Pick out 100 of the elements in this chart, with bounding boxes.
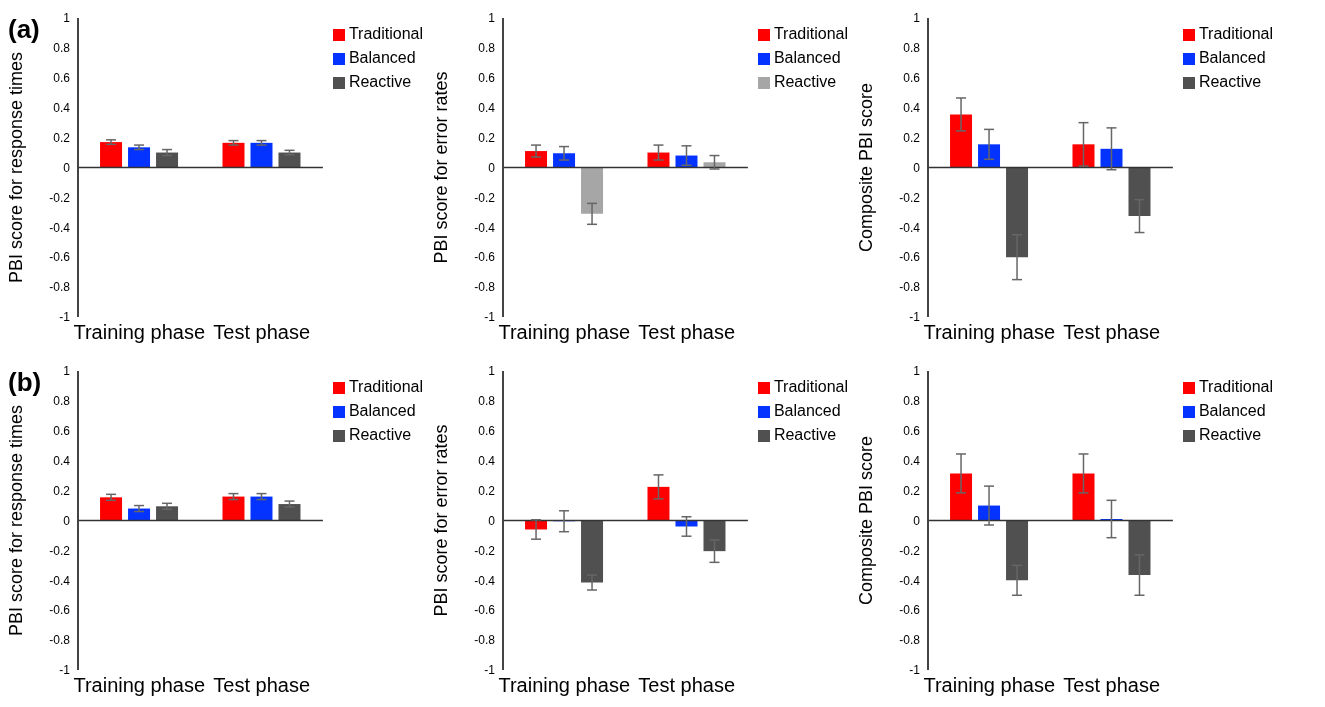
y-tick-label: 0 bbox=[488, 160, 496, 175]
legend-label: Reactive bbox=[348, 426, 412, 443]
y-tick-label: -0.2 bbox=[474, 190, 496, 205]
y-tick-label: -0.6 bbox=[899, 603, 921, 618]
y-tick-label: 1 bbox=[63, 364, 71, 379]
y-tick-label: 1 bbox=[488, 364, 496, 379]
y-tick-label: 0.8 bbox=[903, 41, 921, 56]
y-tick-label: 1 bbox=[913, 364, 921, 379]
y-tick-label: 0 bbox=[488, 513, 496, 528]
y-tick-label: -0.8 bbox=[899, 280, 921, 295]
y-tick-label: -0.2 bbox=[474, 543, 496, 558]
y-axis-title: PBI score for response times bbox=[6, 51, 27, 284]
y-tick-label: 0.2 bbox=[53, 130, 71, 145]
y-tick-label: -0.2 bbox=[49, 190, 71, 205]
legend-label: Balanced bbox=[1198, 402, 1266, 419]
y-tick-label: 0.6 bbox=[903, 424, 921, 439]
y-tick-label: -1 bbox=[59, 310, 71, 325]
y-tick-label: 0.2 bbox=[903, 483, 921, 498]
legend-label: Balanced bbox=[348, 402, 416, 419]
y-tick-label: 0.4 bbox=[903, 453, 921, 468]
legend-label: Balanced bbox=[1198, 49, 1266, 66]
legend-label: Reactive bbox=[348, 73, 412, 90]
x-tick-label: Test phase bbox=[1063, 321, 1161, 344]
text: (a) bbox=[8, 14, 40, 45]
y-tick-label: -0.2 bbox=[49, 543, 71, 558]
x-tick-label: Test phase bbox=[638, 321, 736, 344]
y-tick-label: 1 bbox=[913, 11, 921, 26]
x-tick-label: Training phase bbox=[73, 674, 205, 697]
y-tick-label: -0.4 bbox=[899, 573, 921, 588]
y-tick-label: -0.2 bbox=[899, 543, 921, 558]
y-axis-title: Composite PBI score bbox=[856, 435, 877, 606]
y-tick-label: 0.6 bbox=[478, 424, 496, 439]
y-axis-title: PBI score for error rates bbox=[431, 71, 452, 264]
x-tick-label: Test phase bbox=[213, 321, 311, 344]
x-tick-label: Training phase bbox=[923, 674, 1055, 697]
y-tick-label: -0.6 bbox=[474, 250, 496, 265]
y-axis-title: PBI score for response times bbox=[6, 404, 27, 637]
x-tick-label: Training phase bbox=[73, 321, 205, 344]
y-tick-label: 0 bbox=[63, 513, 71, 528]
legend-label: Traditional bbox=[348, 378, 423, 395]
y-tick-label: -0.4 bbox=[49, 573, 71, 588]
legend-label: Traditional bbox=[773, 25, 848, 42]
legend-label: Balanced bbox=[773, 402, 841, 419]
legend-label: Traditional bbox=[348, 25, 423, 42]
y-tick-label: 0.2 bbox=[478, 483, 496, 498]
y-tick-label: -1 bbox=[909, 663, 921, 678]
y-tick-label: 0.4 bbox=[53, 100, 71, 115]
y-tick-label: -0.6 bbox=[49, 603, 71, 618]
y-tick-label: 0.8 bbox=[478, 41, 496, 56]
legend-label: Reactive bbox=[773, 73, 837, 90]
y-tick-label: 0.4 bbox=[53, 453, 71, 468]
y-tick-label: 0.8 bbox=[903, 394, 921, 409]
y-tick-label: 0 bbox=[913, 513, 921, 528]
x-tick-label: Training phase bbox=[498, 674, 630, 697]
legend-label: Balanced bbox=[348, 49, 416, 66]
x-tick-label: Test phase bbox=[638, 674, 736, 697]
y-tick-label: -0.6 bbox=[49, 250, 71, 265]
legend-label: Balanced bbox=[773, 49, 841, 66]
y-tick-label: -1 bbox=[909, 310, 921, 325]
y-tick-label: 0.6 bbox=[53, 71, 71, 86]
y-tick-label: 1 bbox=[63, 11, 71, 26]
legend-label: Traditional bbox=[1198, 25, 1273, 42]
y-tick-label: 0.8 bbox=[53, 41, 71, 56]
y-tick-label: 1 bbox=[488, 11, 496, 26]
y-tick-label: 0.8 bbox=[53, 394, 71, 409]
y-tick-label: -0.8 bbox=[474, 633, 496, 648]
y-tick-label: 0.2 bbox=[478, 130, 496, 145]
y-tick-label: -0.8 bbox=[474, 280, 496, 295]
y-axis-title: Composite PBI score bbox=[856, 82, 877, 253]
y-tick-label: -0.8 bbox=[49, 280, 71, 295]
y-tick-label: 0.6 bbox=[53, 424, 71, 439]
legend-label: Reactive bbox=[773, 426, 837, 443]
y-axis-title: PBI score for error rates bbox=[431, 424, 452, 617]
legend-label: Reactive bbox=[1198, 426, 1262, 443]
x-tick-label: Test phase bbox=[213, 674, 311, 697]
legend-label: Traditional bbox=[773, 378, 848, 395]
y-tick-label: 0.2 bbox=[903, 130, 921, 145]
y-tick-label: 0.6 bbox=[478, 71, 496, 86]
y-tick-label: 0 bbox=[913, 160, 921, 175]
y-tick-label: 0 bbox=[63, 160, 71, 175]
y-tick-label: 0.4 bbox=[478, 453, 496, 468]
y-tick-label: -0.4 bbox=[474, 573, 496, 588]
y-tick-label: 0.6 bbox=[903, 71, 921, 86]
x-tick-label: Training phase bbox=[498, 321, 630, 344]
y-tick-label: 0.2 bbox=[53, 483, 71, 498]
y-tick-label: -0.8 bbox=[49, 633, 71, 648]
y-tick-label: -0.4 bbox=[474, 220, 496, 235]
y-tick-label: 0.8 bbox=[478, 394, 496, 409]
y-tick-label: -0.8 bbox=[899, 633, 921, 648]
legend-label: Traditional bbox=[1198, 378, 1273, 395]
y-tick-label: -1 bbox=[59, 663, 71, 678]
y-tick-label: 0.4 bbox=[903, 100, 921, 115]
legend-label: Reactive bbox=[1198, 73, 1262, 90]
y-tick-label: -0.6 bbox=[474, 603, 496, 618]
y-tick-label: -1 bbox=[484, 663, 496, 678]
y-tick-label: -0.6 bbox=[899, 250, 921, 265]
y-tick-label: -1 bbox=[484, 310, 496, 325]
y-tick-label: -0.4 bbox=[899, 220, 921, 235]
text: (b) bbox=[8, 367, 42, 398]
x-tick-label: Test phase bbox=[1063, 674, 1161, 697]
